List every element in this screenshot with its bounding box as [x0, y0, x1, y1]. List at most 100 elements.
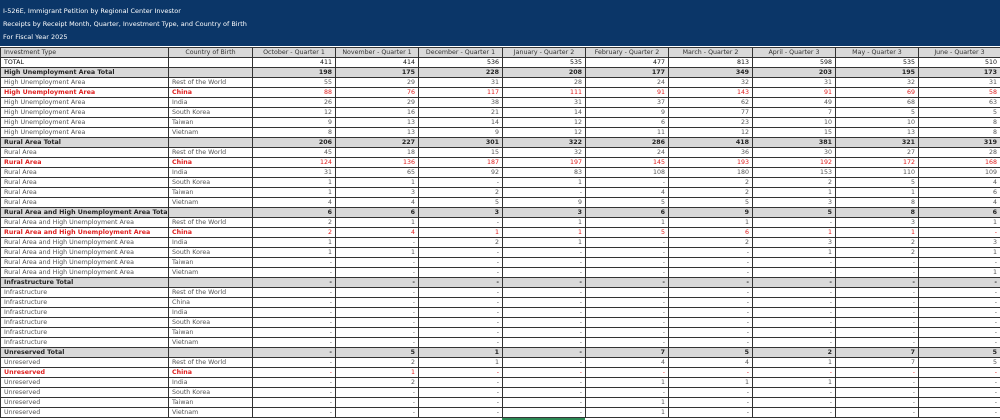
- value-cell[interactable]: -: [502, 277, 586, 288]
- value-cell[interactable]: 92: [418, 167, 503, 178]
- investment-type-cell[interactable]: High Unemployment Area: [0, 97, 169, 108]
- investment-type-cell[interactable]: Unreserved Total: [0, 347, 169, 358]
- value-cell[interactable]: 2: [835, 247, 919, 258]
- value-cell[interactable]: 12: [502, 127, 586, 138]
- country-cell[interactable]: South Korea: [168, 387, 253, 398]
- value-cell[interactable]: -: [418, 267, 503, 278]
- value-cell[interactable]: 1: [918, 247, 1000, 258]
- value-cell[interactable]: 62: [668, 97, 753, 108]
- value-cell[interactable]: -: [752, 287, 836, 298]
- column-header[interactable]: December - Quarter 1: [418, 47, 503, 58]
- investment-type-cell[interactable]: Rural Area and High Unemployment Area: [0, 247, 169, 258]
- value-cell[interactable]: 1: [252, 247, 336, 258]
- country-cell[interactable]: Taiwan: [168, 327, 253, 338]
- value-cell[interactable]: 3: [835, 217, 919, 228]
- value-cell[interactable]: 349: [668, 67, 753, 78]
- value-cell[interactable]: 6: [918, 207, 1000, 218]
- value-cell[interactable]: -: [752, 277, 836, 288]
- value-cell[interactable]: 1: [668, 377, 753, 388]
- value-cell[interactable]: 6: [918, 187, 1000, 198]
- country-cell[interactable]: Taiwan: [168, 257, 253, 268]
- value-cell[interactable]: 91: [752, 87, 836, 98]
- value-cell[interactable]: -: [418, 407, 503, 418]
- value-cell[interactable]: 5: [918, 357, 1000, 368]
- value-cell[interactable]: 2: [252, 227, 336, 238]
- value-cell[interactable]: -: [835, 377, 919, 388]
- value-cell[interactable]: -: [252, 317, 336, 328]
- value-cell[interactable]: 76: [335, 87, 419, 98]
- value-cell[interactable]: -: [335, 267, 419, 278]
- value-cell[interactable]: 1: [252, 177, 336, 188]
- value-cell[interactable]: 5: [585, 227, 669, 238]
- country-cell[interactable]: South Korea: [168, 177, 253, 188]
- value-cell[interactable]: 12: [502, 117, 586, 128]
- value-cell[interactable]: 175: [335, 67, 419, 78]
- investment-type-cell[interactable]: High Unemployment Area Total: [0, 67, 169, 78]
- value-cell[interactable]: 28: [502, 77, 586, 88]
- value-cell[interactable]: -: [502, 387, 586, 398]
- country-cell[interactable]: [168, 277, 253, 288]
- value-cell[interactable]: 2: [835, 237, 919, 248]
- value-cell[interactable]: 7: [835, 357, 919, 368]
- value-cell[interactable]: 1: [502, 217, 586, 228]
- value-cell[interactable]: 55: [252, 77, 336, 88]
- value-cell[interactable]: -: [835, 297, 919, 308]
- value-cell[interactable]: -: [418, 397, 503, 408]
- value-cell[interactable]: 3: [502, 207, 586, 218]
- value-cell[interactable]: 5: [335, 347, 419, 358]
- value-cell[interactable]: -: [835, 257, 919, 268]
- value-cell[interactable]: 45: [252, 147, 336, 158]
- value-cell[interactable]: 143: [668, 87, 753, 98]
- value-cell[interactable]: 88: [252, 87, 336, 98]
- value-cell[interactable]: -: [418, 367, 503, 378]
- value-cell[interactable]: 1: [502, 237, 586, 248]
- value-cell[interactable]: 813: [668, 57, 753, 68]
- country-cell[interactable]: Rest of the World: [168, 357, 253, 368]
- value-cell[interactable]: 10: [752, 117, 836, 128]
- investment-type-cell[interactable]: High Unemployment Area: [0, 117, 169, 128]
- value-cell[interactable]: -: [668, 307, 753, 318]
- value-cell[interactable]: 2: [335, 357, 419, 368]
- value-cell[interactable]: 321: [835, 137, 919, 148]
- column-header[interactable]: January - Quarter 2: [502, 47, 586, 58]
- investment-type-cell[interactable]: Rural Area and High Unemployment Area: [0, 237, 169, 248]
- value-cell[interactable]: -: [752, 307, 836, 318]
- value-cell[interactable]: 31: [502, 97, 586, 108]
- value-cell[interactable]: -: [252, 387, 336, 398]
- country-cell[interactable]: China: [168, 367, 253, 378]
- value-cell[interactable]: -: [335, 257, 419, 268]
- country-cell[interactable]: [168, 57, 253, 68]
- value-cell[interactable]: 83: [502, 167, 586, 178]
- value-cell[interactable]: -: [335, 237, 419, 248]
- value-cell[interactable]: -: [252, 397, 336, 408]
- country-cell[interactable]: Vietnam: [168, 267, 253, 278]
- value-cell[interactable]: -: [835, 337, 919, 348]
- investment-type-cell[interactable]: Rural Area and High Unemployment Area: [0, 267, 169, 278]
- value-cell[interactable]: 4: [918, 197, 1000, 208]
- value-cell[interactable]: 16: [335, 107, 419, 118]
- value-cell[interactable]: 153: [752, 167, 836, 178]
- value-cell[interactable]: 68: [835, 97, 919, 108]
- value-cell[interactable]: 1: [252, 237, 336, 248]
- value-cell[interactable]: 5: [668, 347, 753, 358]
- country-cell[interactable]: [168, 67, 253, 78]
- value-cell[interactable]: -: [668, 267, 753, 278]
- value-cell[interactable]: 4: [585, 187, 669, 198]
- value-cell[interactable]: 197: [502, 157, 586, 168]
- value-cell[interactable]: 2: [418, 187, 503, 198]
- value-cell[interactable]: -: [752, 217, 836, 228]
- value-cell[interactable]: 4: [918, 177, 1000, 188]
- value-cell[interactable]: 2: [752, 347, 836, 358]
- value-cell[interactable]: 4: [252, 197, 336, 208]
- investment-type-cell[interactable]: Unreserved: [0, 387, 169, 398]
- value-cell[interactable]: -: [418, 297, 503, 308]
- value-cell[interactable]: 301: [418, 137, 503, 148]
- investment-type-cell[interactable]: Rural Area: [0, 197, 169, 208]
- value-cell[interactable]: 7: [752, 107, 836, 118]
- value-cell[interactable]: 5: [585, 197, 669, 208]
- value-cell[interactable]: -: [585, 287, 669, 298]
- value-cell[interactable]: 172: [835, 157, 919, 168]
- value-cell[interactable]: 2: [668, 177, 753, 188]
- value-cell[interactable]: 1: [335, 177, 419, 188]
- value-cell[interactable]: 29: [335, 97, 419, 108]
